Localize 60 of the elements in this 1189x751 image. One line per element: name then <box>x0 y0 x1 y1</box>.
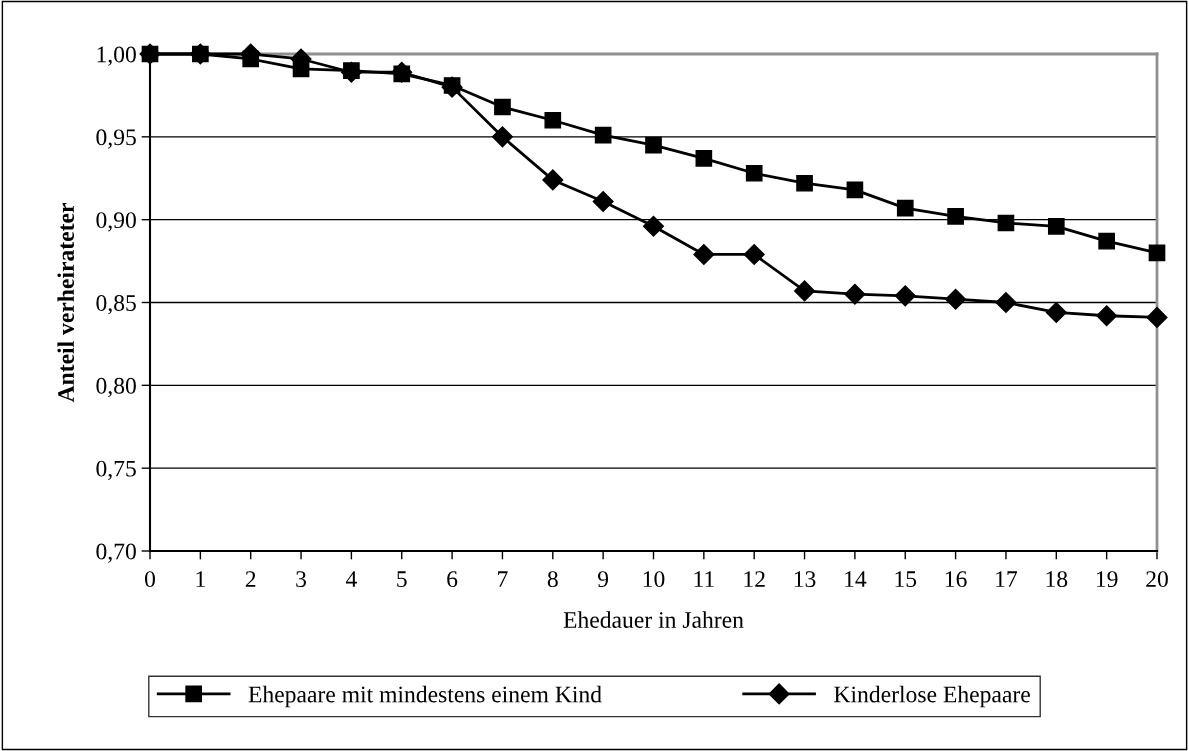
x-tick-label: 20 <box>1146 571 1168 588</box>
point <box>846 181 864 199</box>
point <box>947 208 964 225</box>
point <box>945 288 967 310</box>
y-tick-label: 0,80 <box>96 377 136 398</box>
x-tick-label: 13 <box>794 571 816 588</box>
x-tick-label: 6 <box>447 571 458 588</box>
x-axis-title: Ehedauer in Jahren <box>563 611 744 628</box>
x-tick-label: 0 <box>145 571 155 588</box>
y-axis-title: Anteil verheirateter <box>57 203 75 403</box>
point <box>594 126 612 144</box>
point <box>1098 232 1115 250</box>
y-tick-label: 0,95 <box>96 129 136 149</box>
point <box>592 190 614 212</box>
y-tick-label: 1,00 <box>97 46 136 66</box>
point <box>796 174 813 192</box>
x-tick-label: 1 <box>196 571 205 587</box>
point <box>693 243 715 265</box>
x-tick-label: 16 <box>945 571 967 588</box>
point <box>894 285 916 307</box>
x-tick-label: 8 <box>547 571 558 588</box>
legend-label: Ehepaare mit mindestens einem Kind <box>248 685 602 708</box>
y-tick-label: 0,70 <box>96 543 136 563</box>
x-tick-label: 19 <box>1096 571 1118 588</box>
point <box>695 150 713 167</box>
y-tick-label: 0,90 <box>96 212 136 232</box>
x-tick-label: 3 <box>296 571 307 588</box>
point <box>1148 244 1166 262</box>
point <box>896 199 914 217</box>
point <box>1045 301 1067 323</box>
point <box>1047 217 1065 235</box>
x-tick-label: 7 <box>498 571 508 587</box>
legend-label: Kinderlose Ehepaare <box>834 685 1030 708</box>
x-tick-label: 14 <box>845 571 867 587</box>
x-tick-label: 5 <box>397 571 407 588</box>
x-tick-label: 2 <box>245 571 256 587</box>
point <box>844 283 866 305</box>
x-tick-label: 15 <box>895 571 917 588</box>
point <box>542 169 564 191</box>
point <box>645 136 662 154</box>
point <box>494 98 511 116</box>
point <box>794 280 816 302</box>
x-tick-label: 12 <box>744 571 765 587</box>
x-tick-label: 4 <box>345 571 357 587</box>
point <box>544 111 562 129</box>
x-tick-label: 11 <box>694 571 714 587</box>
y-tick-label: 0,75 <box>96 460 136 480</box>
point <box>642 215 665 237</box>
point <box>995 291 1017 314</box>
point <box>997 214 1015 232</box>
point <box>743 243 765 265</box>
x-tick-label: 18 <box>1046 571 1068 588</box>
point <box>491 126 513 148</box>
x-tick-label: 9 <box>598 571 609 588</box>
point <box>1146 306 1168 328</box>
y-tick-label: 0,85 <box>96 294 136 315</box>
point <box>1096 305 1118 327</box>
x-tick-label: 17 <box>996 571 1018 587</box>
point <box>745 164 763 182</box>
x-tick-label: 10 <box>643 571 665 588</box>
